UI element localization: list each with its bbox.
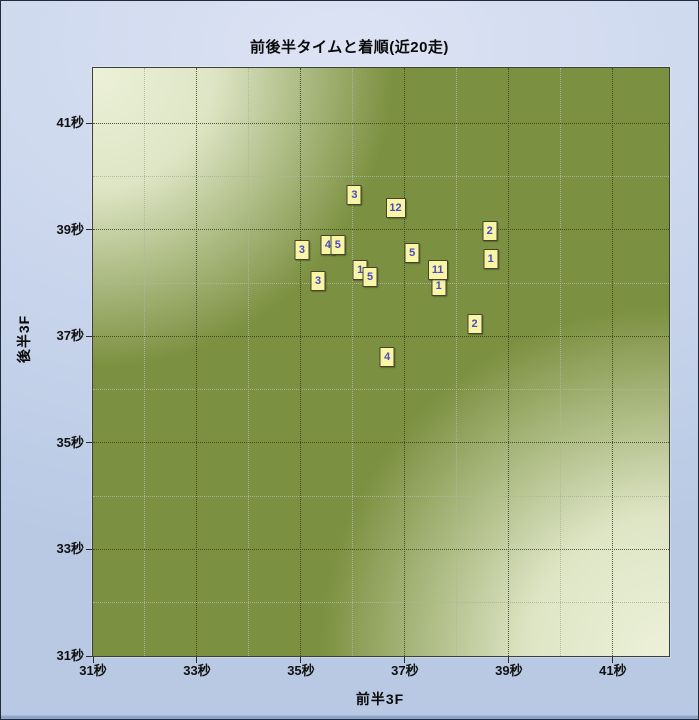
y-major-gridline — [93, 229, 669, 231]
x-tick-mark — [92, 657, 94, 663]
y-minor-gridline — [93, 176, 669, 178]
y-minor-gridline — [93, 495, 669, 497]
y-major-gridline — [93, 548, 669, 550]
chart-title: 前後半タイムと着順(近20走) — [250, 39, 449, 56]
x-minor-gridline — [248, 68, 250, 656]
x-major-gridline — [196, 68, 198, 656]
y-tick-mark — [86, 229, 92, 231]
data-point-marker[interactable]: 3 — [310, 270, 326, 291]
x-axis-title: 前半3F — [355, 691, 405, 707]
x-tick-mark — [196, 657, 198, 663]
data-point-marker[interactable]: 5 — [330, 234, 346, 255]
x-tick-label: 35秒 — [287, 663, 315, 678]
y-minor-gridline — [93, 389, 669, 391]
data-point-marker[interactable]: 5 — [404, 243, 420, 264]
x-tick-label: 31秒 — [79, 663, 107, 678]
x-tick-mark — [300, 657, 302, 663]
y-tick-mark — [86, 655, 92, 657]
y-major-gridline — [93, 122, 669, 124]
window-bottom-strip — [1, 715, 698, 719]
data-point-marker[interactable]: 12 — [385, 197, 406, 218]
x-tick-label: 39秒 — [495, 663, 523, 678]
data-point-marker[interactable]: 3 — [294, 239, 310, 260]
y-tick-label: 41秒 — [56, 115, 84, 131]
y-minor-gridline — [93, 282, 669, 284]
data-point-marker[interactable]: 2 — [482, 220, 498, 241]
x-minor-gridline — [144, 68, 146, 656]
y-major-gridline — [93, 335, 669, 337]
x-tick-label: 33秒 — [183, 663, 211, 678]
y-tick-mark — [86, 335, 92, 337]
data-point-marker[interactable]: 4 — [379, 346, 395, 367]
y-tick-label: 39秒 — [56, 221, 84, 237]
x-tick-mark — [508, 657, 510, 663]
data-point-marker[interactable]: 1 — [431, 276, 447, 297]
x-major-gridline — [508, 68, 510, 656]
data-point-marker[interactable]: 1 — [483, 249, 499, 270]
data-point-marker[interactable]: 11 — [427, 260, 448, 281]
y-tick-mark — [86, 548, 92, 550]
y-tick-label: 31秒 — [56, 648, 84, 663]
y-tick-label: 35秒 — [56, 434, 84, 450]
x-tick-label: 37秒 — [391, 663, 419, 678]
y-axis-title: 後半3F — [16, 314, 32, 364]
x-minor-gridline — [456, 68, 458, 656]
data-point-marker[interactable]: 5 — [362, 266, 378, 287]
plot-area: 31秒 33秒 35秒 37秒 39秒 41秒 31秒 33秒 35秒 37秒 39秒 41秒 3 12 2… — [57, 67, 670, 678]
y-tick-label: 33秒 — [56, 541, 84, 557]
y-major-gridline — [93, 442, 669, 444]
y-tick-label: 37秒 — [56, 328, 84, 344]
x-major-gridline — [404, 68, 406, 656]
x-tick-mark — [404, 657, 406, 663]
x-tick-label: 41秒 — [599, 663, 627, 678]
x-tick-mark — [612, 657, 614, 663]
x-minor-gridline — [560, 68, 562, 656]
x-major-gridline — [612, 68, 614, 656]
data-point-marker[interactable]: 3 — [346, 185, 362, 206]
y-minor-gridline — [93, 602, 669, 604]
x-minor-gridline — [352, 68, 354, 656]
data-point-marker[interactable]: 2 — [467, 313, 483, 334]
y-tick-mark — [86, 442, 92, 444]
x-major-gridline — [300, 68, 302, 656]
y-tick-mark — [86, 122, 92, 124]
